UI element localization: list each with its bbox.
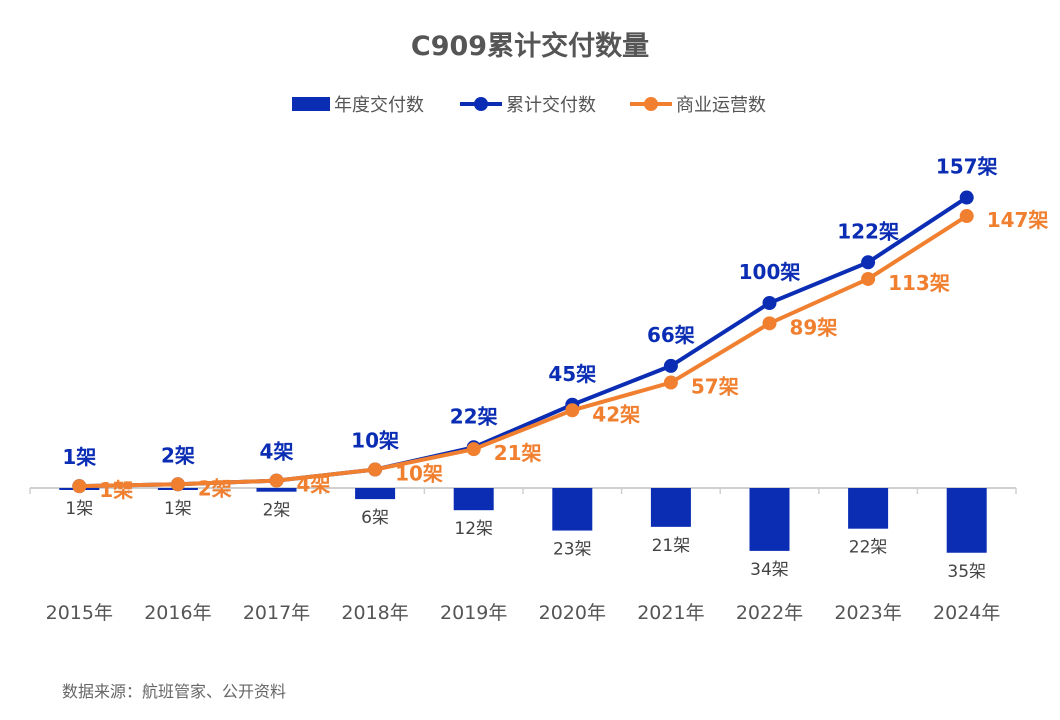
commercial-point	[663, 375, 678, 390]
commercial-label: 57架	[691, 375, 739, 399]
bar-2022年	[749, 488, 790, 551]
commercial-label: 147架	[987, 208, 1049, 232]
x-tick-label: 2016年	[144, 602, 211, 624]
x-tick-label: 2023年	[834, 602, 901, 624]
x-tick-label: 2020年	[539, 602, 606, 624]
bar-label: 35架	[947, 562, 986, 582]
cumulative-point	[861, 255, 876, 270]
commercial-label: 89架	[790, 315, 838, 339]
bar-2018年	[355, 488, 396, 500]
x-tick-label: 2024年	[933, 602, 1000, 624]
commercial-label: 21架	[494, 441, 542, 465]
commercial-point	[861, 271, 876, 286]
legend-commercial-marker	[644, 97, 658, 111]
cumulative-label: 157架	[936, 155, 998, 179]
commercial-label: 4架	[297, 473, 331, 497]
legend: 年度交付数 累计交付数 商业运营数	[292, 95, 766, 116]
bar-label: 23架	[553, 540, 592, 560]
bar-2023年	[848, 488, 889, 529]
commercial-label: 10架	[395, 462, 443, 486]
commercial-point	[170, 477, 185, 492]
cumulative-point	[663, 358, 678, 373]
bar-2024年	[946, 488, 987, 553]
x-tick-label: 2022年	[736, 602, 803, 624]
x-tick-label: 2021年	[637, 602, 704, 624]
bar-label: 21架	[652, 536, 691, 556]
bar-2019年	[453, 488, 494, 511]
commercial-point	[466, 442, 481, 457]
cumulative-label: 22架	[450, 404, 498, 428]
cumulative-label: 45架	[548, 362, 596, 386]
bar-2021年	[650, 488, 691, 527]
commercial-label: 113架	[888, 271, 950, 295]
commercial-point	[72, 479, 87, 494]
x-tick-label: 2015年	[46, 602, 113, 624]
bar-label: 2架	[263, 501, 291, 521]
bar-label: 1架	[65, 499, 93, 519]
cumulative-label: 10架	[351, 429, 399, 453]
bar-label: 22架	[849, 538, 888, 558]
bar-2020年	[552, 488, 593, 531]
commercial-label: 2架	[198, 476, 232, 500]
cumulative-label: 66架	[647, 323, 695, 347]
commercial-label: 42架	[592, 402, 640, 426]
cumulative-point	[762, 296, 777, 310]
cumulative-label: 2架	[161, 443, 195, 467]
commercial-point	[368, 462, 383, 477]
cumulative-label: 122架	[837, 219, 899, 243]
bar-label: 1架	[164, 499, 192, 519]
commercial-line	[79, 214, 968, 489]
x-tick-label: 2018年	[341, 602, 408, 624]
bar-2017年	[256, 488, 297, 492]
commercial-point	[565, 403, 580, 418]
cumulative-label: 1架	[62, 445, 96, 469]
commercial-point	[269, 473, 284, 488]
cumulative-label: 4架	[260, 440, 294, 464]
commercial-point	[762, 316, 777, 331]
bar-label: 12架	[454, 519, 493, 539]
cumulative-point	[959, 190, 974, 205]
legend-label: 年度交付数	[334, 95, 424, 116]
legend-cumulative-marker	[474, 97, 488, 111]
bar-label: 6架	[361, 508, 389, 528]
commercial-label: 1架	[99, 478, 133, 502]
legend-label: 商业运营数	[676, 95, 766, 116]
chart-title: C909累计交付数量	[411, 30, 649, 62]
cumulative-label: 100架	[739, 260, 801, 284]
legend-label: 累计交付数	[506, 95, 596, 116]
commercial-point	[959, 209, 974, 224]
x-tick-label: 2019年	[440, 602, 507, 624]
bar-label: 34架	[750, 560, 789, 580]
x-tick-label: 2017年	[243, 602, 310, 624]
legend-bar-swatch	[292, 97, 330, 111]
source-note: 数据来源：航班管家、公开资料	[62, 682, 286, 701]
